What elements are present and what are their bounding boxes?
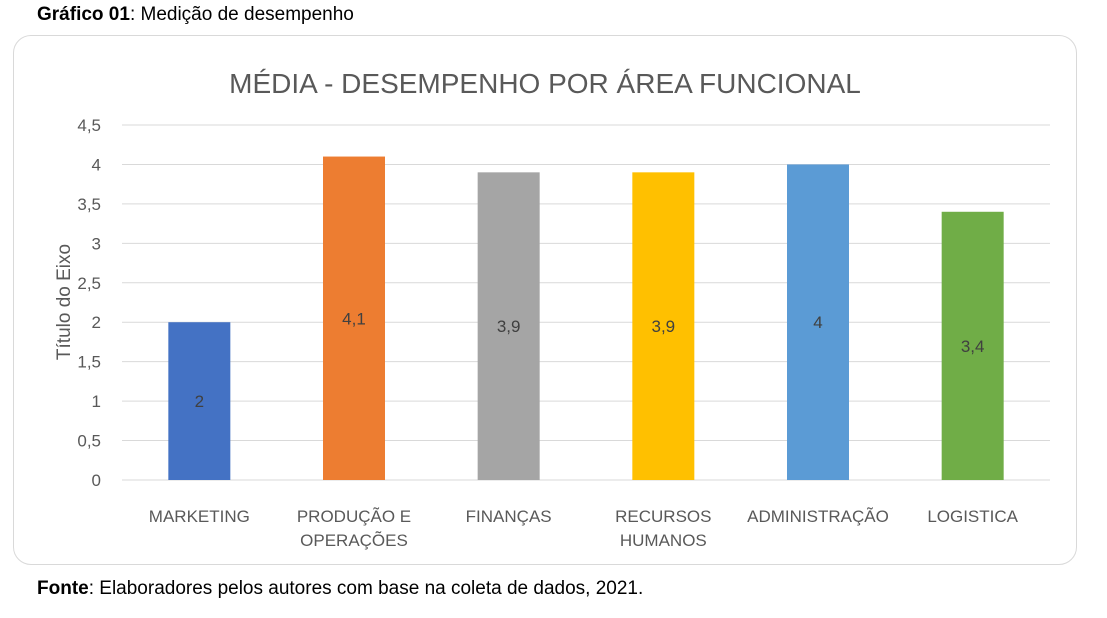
chart-title: MÉDIA - DESEMPENHO POR ÁREA FUNCIONAL	[229, 68, 861, 99]
y-tick-label: 4,5	[77, 116, 101, 135]
source-label: Fonte	[37, 578, 89, 599]
bar	[323, 156, 385, 481]
data-label: 3,4	[961, 337, 985, 356]
data-label: 3,9	[652, 317, 676, 336]
bar	[787, 164, 849, 480]
data-label: 3,9	[497, 317, 521, 336]
source-note: Fonte: Elaboradores pelos autores com ba…	[37, 578, 643, 600]
bar	[477, 172, 540, 481]
x-tick-label: OPERAÇÕES	[300, 531, 408, 550]
y-tick-label: 1	[92, 392, 101, 411]
x-tick-label: FINANÇAS	[466, 507, 552, 526]
y-tick-label: 3	[92, 234, 101, 253]
y-axis-label: Título do Eixo	[54, 244, 75, 360]
data-label: 2	[195, 392, 204, 411]
y-tick-label: 1,5	[77, 353, 101, 372]
bar	[632, 172, 695, 481]
y-tick-label: 2,5	[77, 274, 101, 293]
x-tick-label: PRODUÇÃO E	[297, 507, 411, 526]
bar	[941, 211, 1004, 480]
figure-caption: Gráfico 01: Medição de desempenho	[37, 4, 354, 26]
figure-caption-label: Gráfico 01	[37, 4, 130, 25]
data-label: 4	[813, 313, 822, 332]
x-tick-label: MARKETING	[149, 507, 250, 526]
y-tick-label: 0,5	[77, 432, 101, 451]
data-label: 4,1	[342, 309, 366, 328]
x-tick-label: HUMANOS	[620, 531, 707, 550]
y-tick-label: 0	[92, 471, 101, 490]
bar	[168, 322, 231, 480]
y-tick-label: 2	[92, 313, 101, 332]
source-text: : Elaboradores pelos autores com base na…	[88, 578, 644, 599]
figure-caption-text: : Medição de desempenho	[129, 4, 354, 25]
x-tick-label: RECURSOS	[615, 507, 711, 526]
x-tick-label: LOGISTICA	[927, 507, 1018, 526]
y-tick-label: 4	[92, 155, 101, 174]
y-tick-label: 3,5	[77, 195, 101, 214]
x-tick-label: ADMINISTRAÇÃO	[747, 507, 889, 526]
